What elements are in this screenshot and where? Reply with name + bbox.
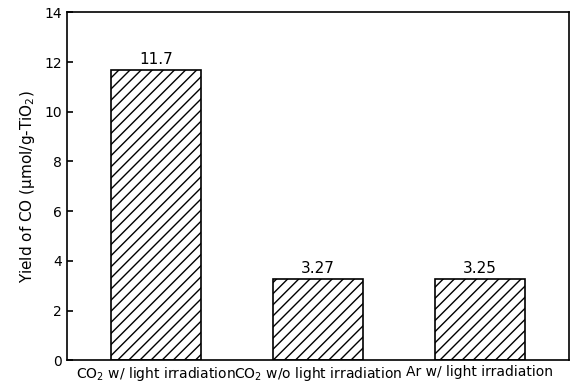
Text: 3.25: 3.25 xyxy=(463,261,497,277)
Bar xyxy=(111,69,200,360)
Bar xyxy=(435,280,525,360)
Bar xyxy=(274,279,362,360)
Y-axis label: Yield of CO (μmol/g-TiO$_2$): Yield of CO (μmol/g-TiO$_2$) xyxy=(18,90,37,283)
Text: 11.7: 11.7 xyxy=(139,51,173,67)
Text: 3.27: 3.27 xyxy=(301,261,335,276)
